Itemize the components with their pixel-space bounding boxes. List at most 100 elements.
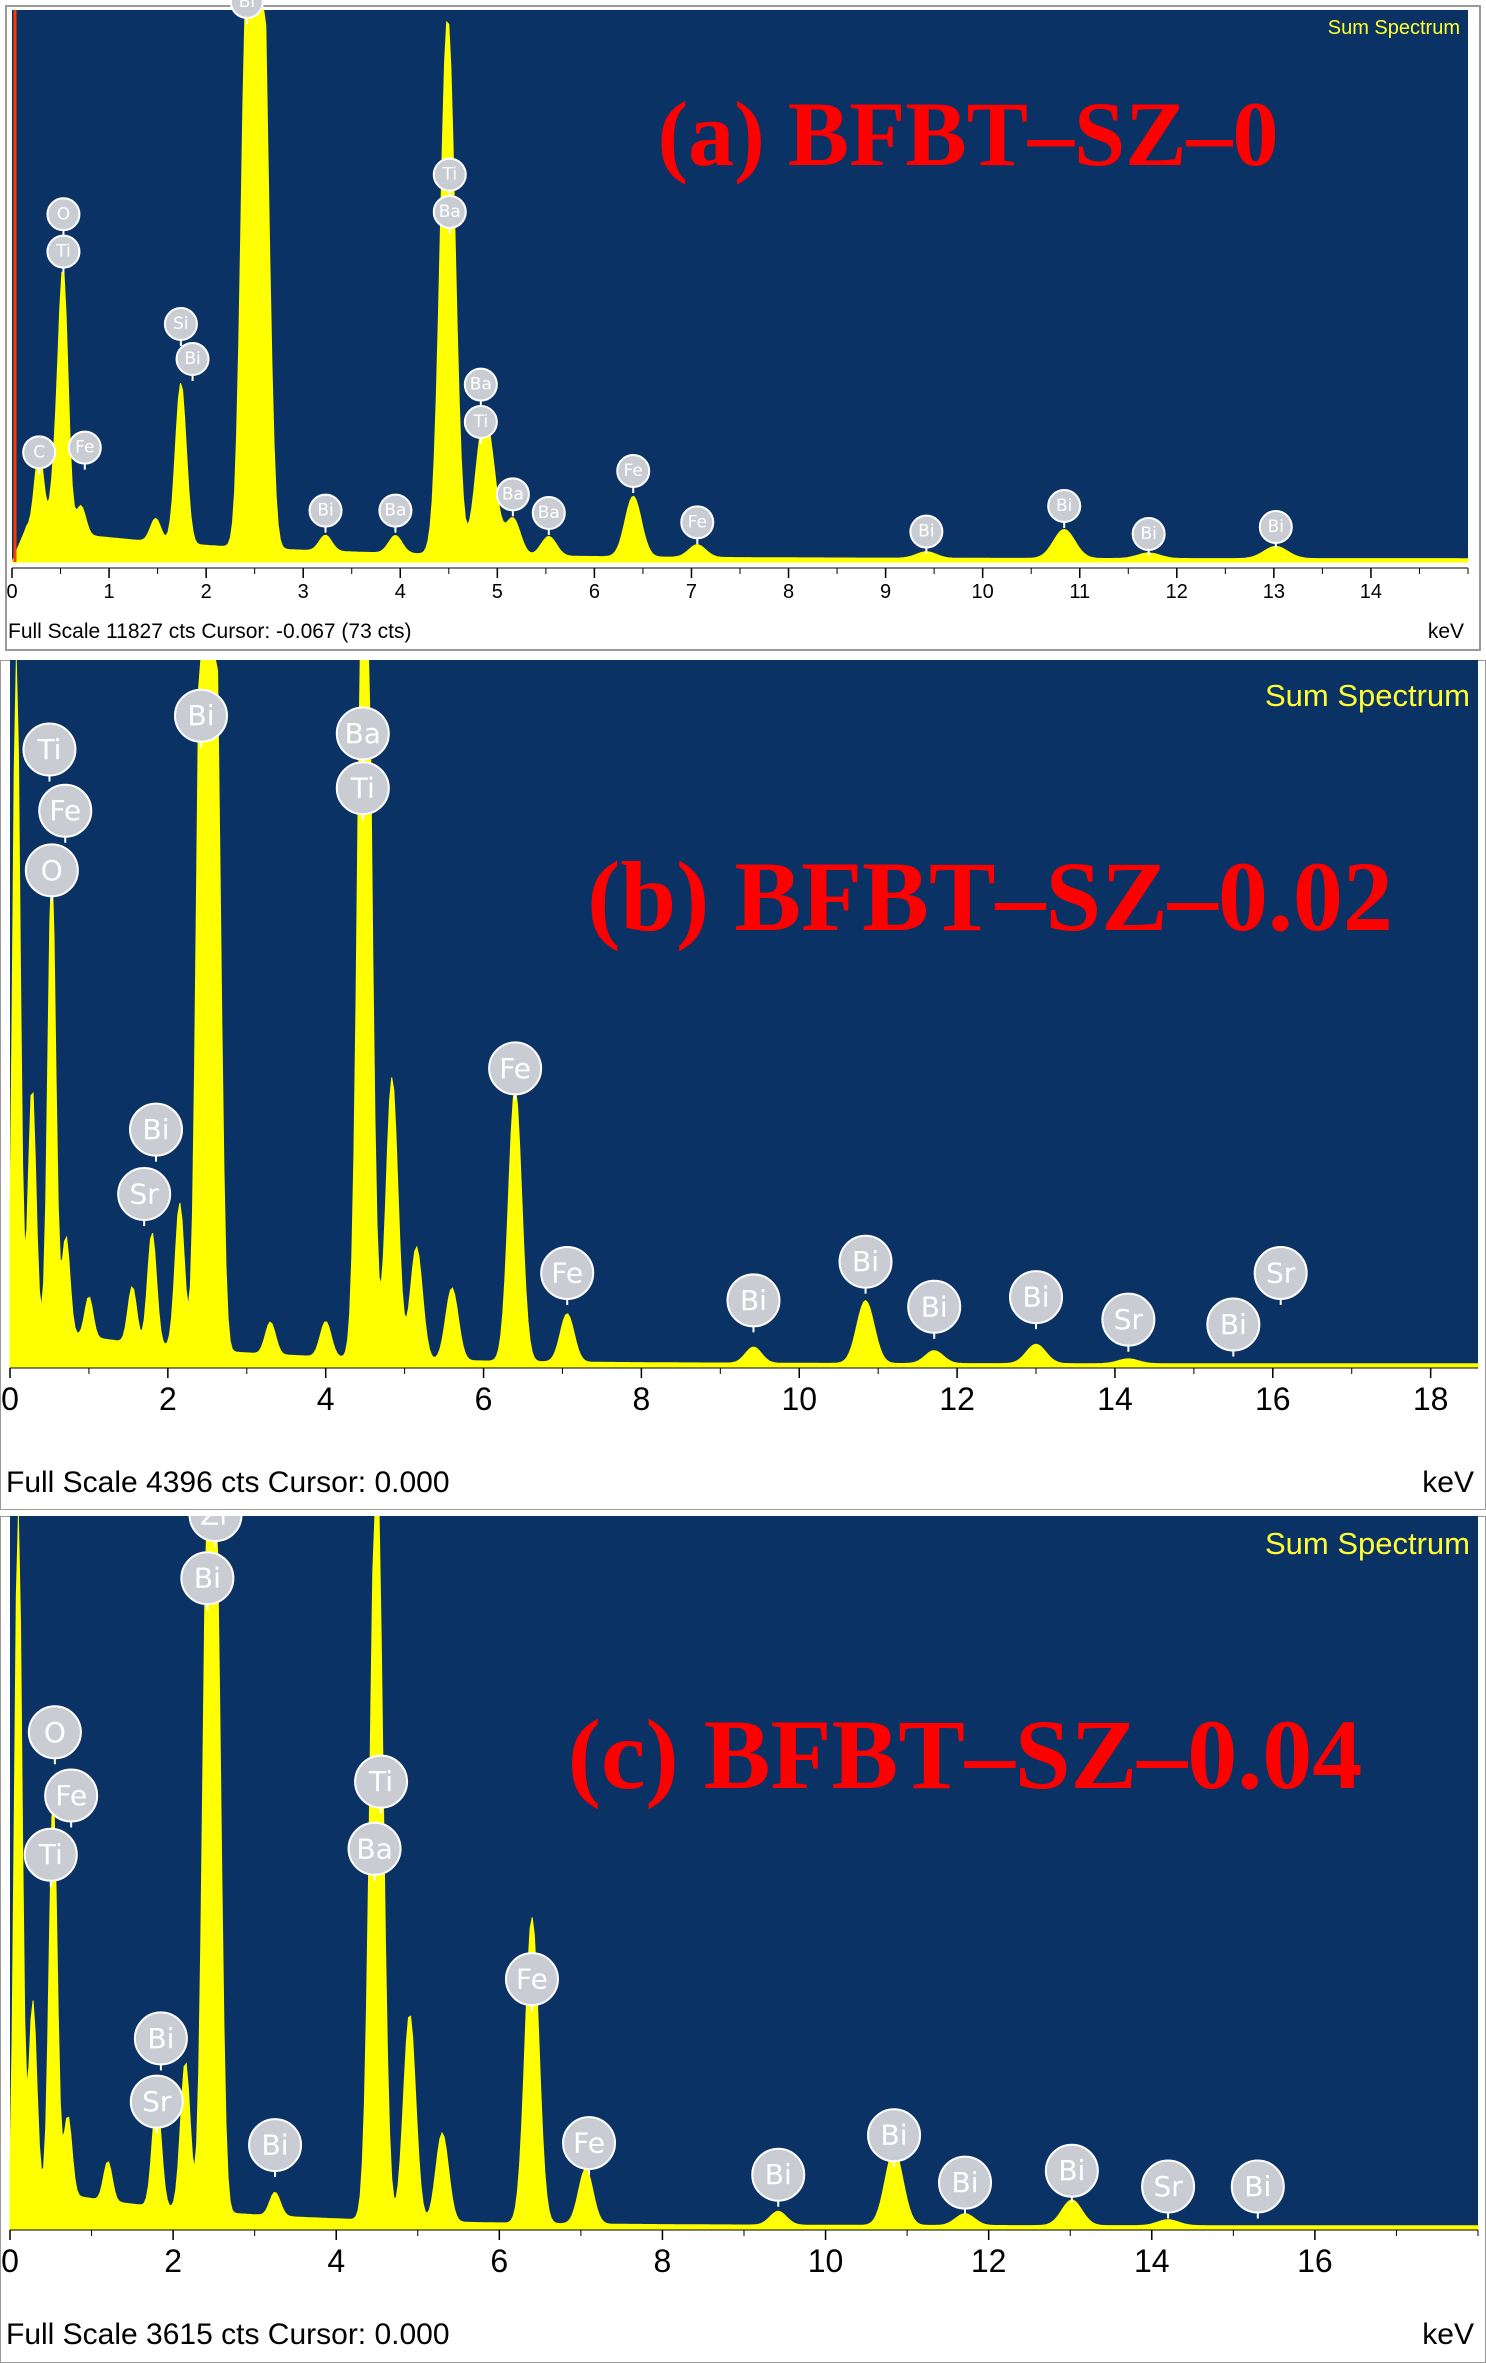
svg-text:Bi: Bi bbox=[740, 1284, 767, 1317]
spectrum-area bbox=[9, 660, 1479, 1369]
element-label-bi: Bi bbox=[180, 1551, 235, 1611]
element-label-bi: Bi bbox=[173, 688, 228, 748]
x-tick-label: 6 bbox=[589, 581, 600, 603]
svg-text:Ba: Ba bbox=[356, 1832, 392, 1865]
svg-text:Bi: Bi bbox=[184, 349, 200, 369]
svg-text:Bi: Bi bbox=[194, 1562, 221, 1595]
svg-text:Fe: Fe bbox=[75, 438, 94, 458]
x-tick-label: 3 bbox=[298, 581, 309, 603]
element-label-sr: Sr bbox=[1141, 2159, 1196, 2219]
svg-text:Bi: Bi bbox=[881, 2119, 908, 2152]
svg-text:Ti: Ti bbox=[36, 733, 61, 766]
element-label-ti: Ti bbox=[354, 1754, 409, 1814]
svg-text:Bi: Bi bbox=[1058, 2154, 1085, 2187]
element-label-ti: Ti bbox=[46, 234, 81, 274]
svg-text:Bi: Bi bbox=[262, 2129, 289, 2162]
svg-text:Ba: Ba bbox=[384, 501, 406, 521]
element-label-ba: Ba bbox=[378, 493, 413, 533]
svg-text:O: O bbox=[44, 1716, 66, 1749]
x-tick-label: 10 bbox=[781, 1381, 817, 1417]
element-label-fe: Fe bbox=[680, 505, 715, 545]
x-tick-label: 4 bbox=[395, 581, 406, 603]
element-label-bi: Bi bbox=[1047, 488, 1082, 528]
svg-text:Bi: Bi bbox=[918, 522, 934, 542]
element-label-bi: Bi bbox=[1009, 1270, 1064, 1330]
svg-text:Sr: Sr bbox=[1114, 1303, 1144, 1336]
x-tick-label: 6 bbox=[475, 1381, 493, 1417]
element-label-fe: Fe bbox=[616, 453, 651, 493]
sum-spectrum-label: Sum Spectrum bbox=[1265, 1526, 1470, 1561]
spectrum-chart-a: C O Ti Fe Si Bi Bi Bi Ba Ti Ba Ba Ti Ba Ba Fe Fe Bi Bi Bi Bi… bbox=[5, 0, 1481, 651]
element-label-fe: Fe bbox=[504, 1952, 559, 2012]
x-tick-label: 14 bbox=[1097, 1381, 1133, 1417]
element-label-ti: Ti bbox=[22, 722, 77, 782]
element-label-bi: Bi bbox=[1044, 2143, 1099, 2203]
spectrum-chart-c: Zr Bi O Fe Ti Ti Ba Bi Sr Bi Fe Fe Bi Bi Bi Bi Sr Bi Sum S… bbox=[0, 1516, 1486, 2363]
spectrum-panel-a: C O Ti Fe Si Bi Bi Bi Ba Ti Ba Ba Ti Ba Ba Fe Fe Bi Bi Bi Bi… bbox=[0, 0, 1486, 656]
element-label-bi: Bi bbox=[129, 1102, 184, 1162]
svg-text:Bi: Bi bbox=[921, 1290, 948, 1323]
element-label-c: C bbox=[22, 435, 57, 475]
svg-text:Sr: Sr bbox=[1266, 1256, 1296, 1289]
element-label-ba: Ba bbox=[335, 706, 390, 766]
x-tick-label: 2 bbox=[159, 1381, 177, 1417]
element-label-sr: Sr bbox=[1253, 1245, 1308, 1305]
x-tick-label: 5 bbox=[492, 581, 503, 603]
svg-text:Sr: Sr bbox=[130, 1178, 160, 1211]
svg-text:Bi: Bi bbox=[317, 501, 333, 521]
full-scale-readout: Full Scale 3615 cts Cursor: 0.000 bbox=[6, 2318, 450, 2351]
element-label-sr: Sr bbox=[1101, 1292, 1156, 1352]
x-tick-label: 1 bbox=[104, 581, 115, 603]
element-label-bi: Bi bbox=[1258, 509, 1293, 549]
element-label-o: O bbox=[27, 1705, 82, 1765]
full-scale-readout: Full Scale 11827 cts Cursor: -0.067 (73 … bbox=[8, 620, 411, 643]
element-label-bi: Bi bbox=[1206, 1297, 1261, 1357]
x-tick-label: 12 bbox=[939, 1381, 975, 1417]
plot-area bbox=[10, 660, 1478, 1368]
x-tick-label: 12 bbox=[1166, 581, 1188, 603]
sum-spectrum-label: Sum Spectrum bbox=[1328, 17, 1460, 39]
element-label-sr: Sr bbox=[129, 2074, 184, 2134]
element-label-fe: Fe bbox=[67, 430, 102, 470]
x-tick-label: 13 bbox=[1263, 581, 1285, 603]
svg-text:Bi: Bi bbox=[147, 2022, 174, 2055]
svg-text:Ba: Ba bbox=[538, 503, 560, 523]
svg-text:Bi: Bi bbox=[1023, 1281, 1050, 1314]
x-tick-label: 16 bbox=[1297, 2243, 1333, 2279]
element-label-bi: Bi bbox=[867, 2108, 922, 2168]
svg-text:Fe: Fe bbox=[55, 1779, 87, 1812]
element-label-ba: Ba bbox=[347, 1821, 402, 1881]
svg-text:O: O bbox=[41, 854, 63, 887]
element-label-bi: Bi bbox=[175, 341, 210, 381]
plot-area bbox=[10, 1516, 1478, 2230]
svg-text:Fe: Fe bbox=[688, 512, 707, 532]
element-label-fe: Fe bbox=[488, 1041, 543, 1101]
x-tick-label: 8 bbox=[783, 581, 794, 603]
x-tick-label: 4 bbox=[327, 2243, 345, 2279]
svg-text:Fe: Fe bbox=[573, 2127, 605, 2160]
x-tick-label: 18 bbox=[1413, 1381, 1449, 1417]
element-label-ba: Ba bbox=[432, 194, 467, 234]
panel-title: (b) BFBT–SZ–0.02 bbox=[587, 841, 1393, 952]
x-tick-label: 14 bbox=[1360, 581, 1382, 603]
spectrum-area bbox=[9, 1516, 1479, 2231]
svg-text:Ba: Ba bbox=[502, 484, 524, 504]
svg-text:Fe: Fe bbox=[516, 1963, 548, 1996]
svg-text:Fe: Fe bbox=[624, 461, 643, 481]
svg-text:Ba: Ba bbox=[470, 375, 492, 395]
element-label-bi: Bi bbox=[907, 1279, 962, 1339]
full-scale-readout: Full Scale 4396 cts Cursor: 0.000 bbox=[6, 1466, 450, 1499]
svg-text:Bi: Bi bbox=[1220, 1308, 1247, 1341]
svg-text:Ba: Ba bbox=[345, 717, 381, 750]
element-label-fe: Fe bbox=[562, 2116, 617, 2176]
element-label-bi: Bi bbox=[938, 2155, 993, 2215]
x-tick-label: 2 bbox=[164, 2243, 182, 2279]
svg-text:Ti: Ti bbox=[368, 1765, 393, 1798]
panel-title: (a) BFBT–SZ–0 bbox=[657, 83, 1278, 185]
element-label-bi: Bi bbox=[308, 493, 343, 533]
element-label-o: O bbox=[24, 843, 79, 903]
svg-text:O: O bbox=[57, 204, 70, 224]
x-tick-label: 10 bbox=[972, 581, 994, 603]
svg-text:Bi: Bi bbox=[952, 2166, 979, 2199]
element-label-zr: Zr bbox=[188, 1516, 243, 1548]
